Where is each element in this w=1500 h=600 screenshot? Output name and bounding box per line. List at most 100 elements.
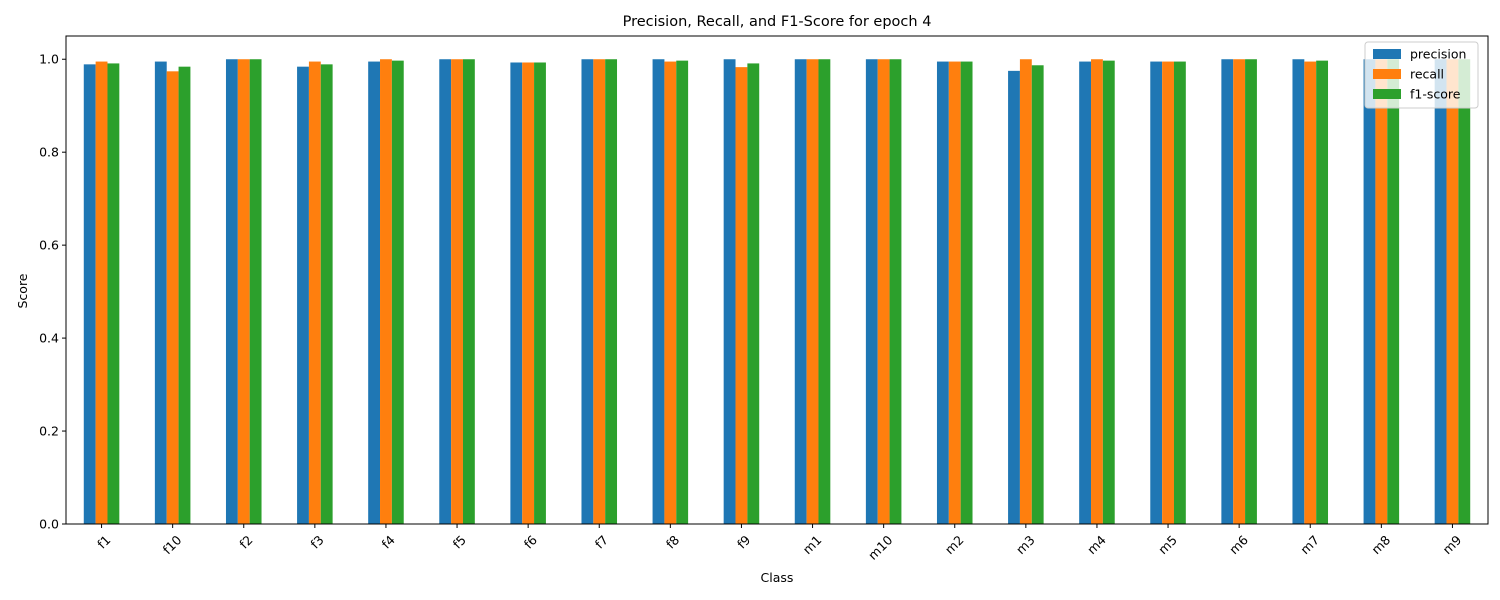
bar-f1-score-f2 xyxy=(249,59,262,525)
bar-precision-f3 xyxy=(297,66,309,525)
bar-recall-f4 xyxy=(380,59,392,525)
bar-precision-m10 xyxy=(865,59,878,525)
bar-recall-f6 xyxy=(522,62,535,525)
bar-recall-m10 xyxy=(877,59,890,525)
y-axis-label: Score xyxy=(15,273,30,308)
bar-f1-score-m6 xyxy=(1245,59,1257,525)
legend-swatch-f1-score xyxy=(1373,89,1401,99)
x-tick-label: f5 xyxy=(450,532,469,551)
bars-layer xyxy=(83,59,1471,525)
x-tick-label: f1 xyxy=(94,532,113,551)
x-tick-label: f3 xyxy=(307,532,326,551)
bar-precision-f10 xyxy=(154,61,167,525)
bar-precision-f1 xyxy=(83,64,96,524)
bar-recall-f8 xyxy=(664,61,677,525)
y-tick-label: 0.0 xyxy=(39,517,59,532)
x-tick-label: f2 xyxy=(236,532,255,551)
bar-recall-m2 xyxy=(948,61,961,525)
bar-recall-f7 xyxy=(593,59,606,525)
bar-f1-score-m1 xyxy=(818,59,831,525)
bar-precision-f5 xyxy=(439,59,452,525)
x-tick-label: m5 xyxy=(1155,532,1180,557)
bar-recall-f10 xyxy=(166,71,179,524)
bar-recall-m7 xyxy=(1304,61,1317,525)
x-axis-label: Class xyxy=(761,570,794,585)
legend-label-f1-score: f1-score xyxy=(1410,87,1461,102)
y-tick-label: 0.6 xyxy=(39,238,59,253)
x-tick-label: m10 xyxy=(865,532,895,562)
x-tick-label: m8 xyxy=(1368,532,1393,557)
bar-f1-score-f1 xyxy=(107,63,120,525)
x-tick-label: m3 xyxy=(1013,532,1038,557)
bar-f1-score-f9 xyxy=(747,63,760,525)
x-tick-label: f7 xyxy=(592,532,611,551)
bar-precision-f7 xyxy=(581,59,594,525)
bar-f1-score-f8 xyxy=(676,60,689,524)
bar-precision-m7 xyxy=(1292,59,1305,525)
bar-f1-score-f6 xyxy=(534,62,546,525)
y-tick-label: 0.4 xyxy=(39,331,59,346)
bar-f1-score-m8 xyxy=(1387,59,1400,525)
x-tick-label: f10 xyxy=(160,532,185,557)
bar-recall-m3 xyxy=(1019,59,1032,525)
bar-precision-f4 xyxy=(368,61,381,525)
bar-precision-m6 xyxy=(1221,59,1234,525)
bar-f1-score-f5 xyxy=(462,59,475,525)
bar-precision-m1 xyxy=(794,59,807,525)
bar-recall-f1 xyxy=(95,61,108,525)
chart-title: Precision, Recall, and F1-Score for epoc… xyxy=(623,14,932,30)
bar-precision-m8 xyxy=(1363,59,1376,525)
legend-label-recall: recall xyxy=(1410,67,1444,82)
bar-f1-score-m3 xyxy=(1031,65,1044,524)
bar-f1-score-m7 xyxy=(1316,60,1329,524)
bar-precision-f9 xyxy=(723,59,736,525)
bar-f1-score-f7 xyxy=(605,59,618,525)
x-tick-label: m6 xyxy=(1226,532,1251,557)
y-tick-label: 0.8 xyxy=(39,145,59,160)
bar-recall-f9 xyxy=(735,67,748,524)
bar-precision-f2 xyxy=(225,59,238,525)
x-tick-label: f6 xyxy=(521,532,540,551)
x-tick-label: f8 xyxy=(663,532,682,551)
bar-recall-f2 xyxy=(237,59,250,525)
bar-precision-m4 xyxy=(1079,61,1092,525)
bar-recall-m9 xyxy=(1446,59,1459,525)
x-tick-label: f9 xyxy=(734,532,753,551)
y-tick-label: 1.0 xyxy=(39,52,59,67)
x-tick-label: m4 xyxy=(1084,532,1109,557)
bar-precision-f6 xyxy=(510,62,523,525)
bar-precision-m5 xyxy=(1150,61,1163,525)
x-tick-label: m7 xyxy=(1297,532,1322,557)
bar-f1-score-f3 xyxy=(320,64,333,524)
bar-recall-m6 xyxy=(1233,59,1246,525)
bar-f1-score-f10 xyxy=(178,66,191,525)
bar-precision-m9 xyxy=(1434,59,1447,525)
bar-f1-score-m10 xyxy=(889,59,902,525)
legend-swatch-recall xyxy=(1373,69,1401,79)
bar-f1-score-m9 xyxy=(1458,59,1471,525)
bar-recall-m5 xyxy=(1162,61,1174,525)
bar-f1-score-m5 xyxy=(1173,61,1186,525)
bar-f1-score-m2 xyxy=(960,61,973,525)
legend: precision recall f1-score xyxy=(1364,41,1479,109)
bar-precision-f8 xyxy=(652,59,665,525)
x-tick-label: m2 xyxy=(942,532,967,557)
bar-precision-m2 xyxy=(936,61,949,525)
plot-frame xyxy=(65,35,1489,525)
x-tick-label: m1 xyxy=(800,532,825,557)
bar-recall-m8 xyxy=(1375,59,1388,525)
legend-swatch-precision xyxy=(1373,49,1401,59)
x-tick-label: f4 xyxy=(379,532,398,551)
bar-recall-m4 xyxy=(1091,59,1103,525)
x-tick-label: m9 xyxy=(1440,532,1465,557)
bar-recall-m1 xyxy=(806,59,819,525)
bar-recall-f3 xyxy=(308,61,321,525)
bar-f1-score-f4 xyxy=(391,60,404,524)
bar-precision-m3 xyxy=(1008,70,1020,525)
legend-label-precision: precision xyxy=(1410,47,1466,62)
bar-f1-score-m4 xyxy=(1102,60,1115,524)
y-tick-label: 0.2 xyxy=(39,424,59,439)
bar-recall-f5 xyxy=(451,59,463,525)
